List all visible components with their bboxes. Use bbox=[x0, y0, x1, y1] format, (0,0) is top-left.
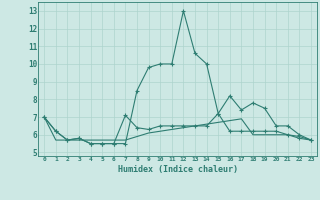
X-axis label: Humidex (Indice chaleur): Humidex (Indice chaleur) bbox=[118, 165, 238, 174]
